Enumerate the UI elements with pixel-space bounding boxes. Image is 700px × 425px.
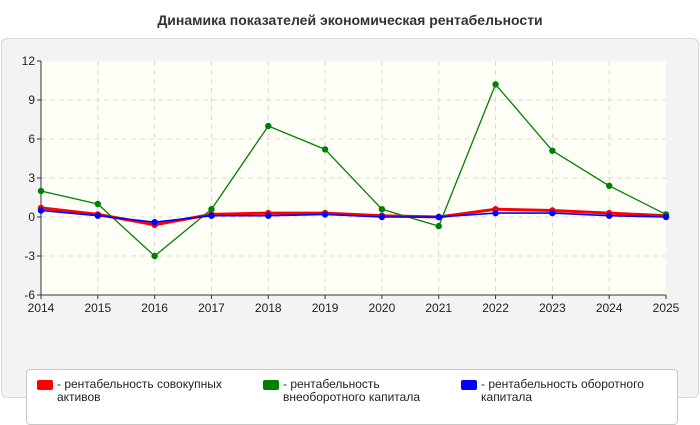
data-point <box>492 81 499 88</box>
y-tick-label: 12 <box>22 54 36 68</box>
x-tick-label: 2015 <box>84 301 111 315</box>
legend-item-noncurrent-capital: - рентабельность внеоборотного капитала <box>263 378 453 404</box>
y-tick-label: 6 <box>28 132 35 146</box>
data-point <box>549 147 556 154</box>
chart-title: Динамика показателей экономическая рента… <box>157 12 543 28</box>
y-tick-label: 9 <box>28 93 35 107</box>
data-point <box>378 206 386 213</box>
legend-swatch-red <box>37 380 53 390</box>
y-tick-label: 0 <box>28 210 35 224</box>
data-point <box>37 207 45 214</box>
data-point <box>605 182 613 189</box>
data-point <box>549 209 556 217</box>
series-line <box>40 206 667 227</box>
legend-label: - рентабельность оборотного капитала <box>481 377 644 404</box>
data-point <box>208 206 215 213</box>
line-chart: -6 -3 0 3 6 9 12 2014 2015 2016 2017 2018 2019 2020 20… <box>22 54 680 315</box>
y-tick-label: 3 <box>28 171 35 185</box>
legend-item-total-assets: - рентабельность совокупных активов <box>37 378 247 404</box>
data-point <box>94 212 102 219</box>
y-tick-label: -6 <box>24 288 35 302</box>
data-point <box>208 212 215 219</box>
legend-swatch-green <box>263 380 279 390</box>
series-line <box>40 209 667 223</box>
data-point <box>94 200 102 208</box>
legend-label: - рентабельность совокупных активов <box>57 377 222 404</box>
y-tick-label: -3 <box>24 249 35 263</box>
legend-swatch-blue <box>461 380 477 390</box>
x-tick-label: 2018 <box>255 301 282 315</box>
chart-panel: -6 -3 0 3 6 9 12 2014 2015 2016 2017 2018 2019 2020 20… <box>1 38 699 425</box>
x-tick-label: 2021 <box>425 301 452 315</box>
data-point <box>265 122 272 130</box>
x-tick-label: 2016 <box>141 301 168 315</box>
data-point <box>321 146 329 153</box>
chart-legend: - рентабельность совокупных активов - ре… <box>26 369 678 425</box>
data-point <box>37 187 45 195</box>
x-tick-label: 2017 <box>198 301 225 315</box>
plot-area <box>41 61 666 295</box>
data-point <box>321 211 329 218</box>
x-tick-label: 2020 <box>369 301 396 315</box>
data-point <box>378 213 386 221</box>
data-point <box>151 252 158 260</box>
data-point <box>435 222 442 230</box>
data-point <box>265 212 272 219</box>
x-tick-label: 2024 <box>596 301 623 315</box>
legend-label: - рентабельность внеоборотного капитала <box>283 377 420 404</box>
legend-item-working-capital: - рентабельность оборотного капитала <box>461 378 671 404</box>
data-point <box>492 209 499 217</box>
data-point <box>435 213 442 221</box>
x-tick-label: 2025 <box>653 301 680 315</box>
data-point <box>605 212 613 219</box>
x-tick-label: 2023 <box>539 301 566 315</box>
x-tick-label: 2019 <box>312 301 339 315</box>
series-line <box>40 83 667 257</box>
x-tick-label: 2022 <box>482 301 509 315</box>
data-point <box>151 219 158 226</box>
data-point <box>662 213 670 221</box>
x-tick-label: 2014 <box>28 301 55 315</box>
